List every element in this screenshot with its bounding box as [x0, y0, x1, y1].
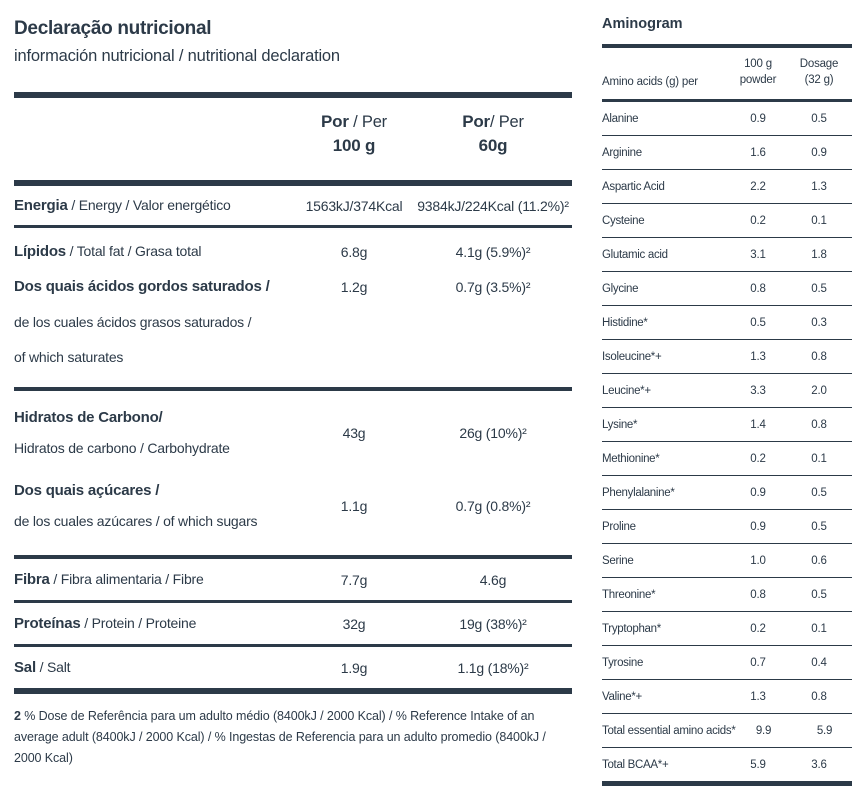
nutrition-subtitle: información nutricional / nutritional de…	[14, 47, 340, 65]
amino-row: Proline 0.9 0.5	[602, 510, 852, 544]
amino-row: Histidine* 0.5 0.3	[602, 306, 852, 340]
carbs-label: Hidratos de Carbono/	[14, 409, 163, 426]
aminogram-header-100g-powder: 100 g powder	[739, 58, 777, 86]
saturates-per-60g-value: 0.7g (3.5%)²	[455, 278, 531, 295]
row-carbohydrate: Hidratos de Carbono/ Hidratos de carbono…	[14, 396, 572, 469]
aminogram-header-label: Amino acids (g) per	[602, 76, 698, 88]
divider	[602, 782, 852, 786]
amino-row: Valine*+ 1.3 0.8	[602, 680, 852, 714]
amino-row: Tyrosine 0.7 0.4	[602, 646, 852, 680]
row-saturates: Dos quais ácidos gordos saturados / 1.2g…	[14, 269, 572, 304]
per-60g-amount: 60g	[478, 136, 508, 155]
fat-label-translations: / Total fat / Grasa total	[65, 243, 202, 259]
fat-label: Lípidos	[14, 243, 66, 260]
fibre-label-translations: / Fibra alimentaria / Fibre	[49, 571, 204, 587]
carbs-per-60g-value: 26g (10%)²	[459, 424, 527, 441]
divider	[14, 92, 572, 98]
row-fibre: Fibra / Fibra alimentaria / Fibre 7.7g 4…	[14, 559, 572, 600]
section-fat: Lípidos / Total fat / Grasa total 6.8g 4…	[14, 228, 572, 387]
divider	[14, 600, 572, 603]
amino-row: Threonine* 0.8 0.5	[602, 578, 852, 612]
energy-per-60g-value: 9384kJ/224Kcal (11.2%)²	[417, 197, 569, 214]
amino-row: Methionine* 0.2 0.1	[602, 442, 852, 476]
amino-row: Phenylalanine* 0.9 0.5	[602, 476, 852, 510]
per-100g-bold: Por	[321, 112, 349, 131]
energy-per-100g-value: 1563kJ/374Kcal	[305, 197, 403, 214]
per-100g-rest: / Per	[348, 113, 387, 131]
amino-row: Alanine 0.9 0.5	[602, 102, 852, 136]
amino-row: Aspartic Acid 2.2 1.3	[602, 170, 852, 204]
section-carbohydrate: Hidratos de Carbono/ Hidratos de carbono…	[14, 391, 572, 555]
row-salt: Sal / Salt 1.9g 1.1g (18%)²	[14, 647, 572, 688]
per-60g-bold: Por	[462, 112, 490, 131]
reference-intake-footnote: 2 % Dose de Referência para um adulto mé…	[14, 706, 570, 769]
footnote-marker: 2	[14, 709, 21, 723]
amino-row-total-essential: Total essential amino acids* 9.9 5.9	[602, 714, 852, 748]
divider	[14, 225, 572, 228]
nutrition-declaration-table: Declaração nutricional información nutri…	[14, 18, 572, 769]
row-total-fat: Lípidos / Total fat / Grasa total 6.8g 4…	[14, 234, 572, 269]
divider	[602, 99, 852, 102]
amino-row: Serine 1.0 0.6	[602, 544, 852, 578]
per-100g-amount: 100 g	[332, 136, 376, 155]
fat-per-100g-value: 6.8g	[340, 243, 368, 260]
salt-label-translations: / Salt	[35, 659, 71, 675]
energy-label: Energia	[14, 197, 68, 214]
sugars-label: Dos quais açúcares /	[14, 482, 160, 499]
protein-label: Proteínas	[14, 615, 81, 632]
amino-row: Arginine 1.6 0.9	[602, 136, 852, 170]
row-protein: Proteínas / Protein / Proteine 32g 19g (…	[14, 603, 572, 644]
divider	[14, 180, 572, 186]
nutrition-column-headers: Por / Per 100 g Por/ Per 60g	[14, 98, 572, 180]
carbs-label-translations: Hidratos de carbono / Carbohydrate	[14, 440, 230, 456]
divider	[14, 387, 572, 391]
amino-row: Glutamic acid 3.1 1.8	[602, 238, 852, 272]
nutrition-title: Declaração nutricional	[14, 18, 212, 39]
protein-label-translations: / Protein / Proteine	[80, 615, 197, 631]
saturates-per-100g-value: 1.2g	[340, 278, 368, 295]
amino-row: Leucine*+ 3.3 2.0	[602, 374, 852, 408]
divider	[14, 644, 572, 647]
amino-row: Glycine 0.8 0.5	[602, 272, 852, 306]
fibre-per-60g-value: 4.6g	[479, 571, 507, 588]
aminogram-header-dosage: Dosage (32 g)	[799, 58, 839, 86]
salt-label: Sal	[14, 659, 36, 676]
amino-row: Cysteine 0.2 0.1	[602, 204, 852, 238]
aminogram-column-headers: Amino acids (g) per 100 g powder Dosage …	[602, 48, 852, 99]
sugars-per-100g-value: 1.1g	[340, 497, 368, 514]
carbs-per-100g-value: 43g	[342, 424, 366, 441]
protein-per-60g-value: 19g (38%)²	[459, 615, 527, 632]
sugars-label-translations: de los cuales azúcares / of which sugars	[14, 513, 258, 529]
sugars-per-60g-value: 0.7g (0.8%)²	[455, 497, 531, 514]
protein-per-100g-value: 32g	[342, 615, 366, 632]
salt-per-60g-value: 1.1g (18%)²	[457, 659, 529, 676]
row-energy: Energia / Energy / Valor energético 1563…	[14, 186, 572, 225]
aminogram-table: Aminogram Amino acids (g) per 100 g powd…	[602, 10, 852, 786]
amino-row: Tryptophan* 0.2 0.1	[602, 612, 852, 646]
energy-label-translations: / Energy / Valor energético	[67, 197, 231, 213]
divider	[14, 555, 572, 559]
amino-row-total-bcaa: Total BCAA*+ 5.9 3.6	[602, 748, 852, 782]
saturates-label-en: of which saturates	[14, 348, 124, 365]
saturates-label: Dos quais ácidos gordos saturados /	[14, 278, 270, 295]
per-60g-rest: / Per	[489, 113, 524, 131]
column-header-per-60g: Por/ Per 60g	[414, 110, 572, 158]
fibre-label: Fibra	[14, 571, 50, 588]
fibre-per-100g-value: 7.7g	[340, 571, 368, 588]
footnote-text: % Dose de Referência para um adulto médi…	[14, 709, 546, 765]
row-sugars: Dos quais açúcares / de los cuales azúca…	[14, 469, 572, 542]
divider	[602, 44, 852, 48]
salt-per-100g-value: 1.9g	[340, 659, 368, 676]
fat-per-60g-value: 4.1g (5.9%)²	[455, 243, 531, 260]
amino-row: Lysine* 1.4 0.8	[602, 408, 852, 442]
column-header-per-100g: Por / Per 100 g	[294, 110, 414, 158]
divider	[14, 688, 572, 694]
aminogram-title: Aminogram	[602, 16, 683, 32]
amino-row: Isoleucine*+ 1.3 0.8	[602, 340, 852, 374]
saturates-label-es: de los cuales ácidos grasos saturados /	[14, 313, 252, 330]
